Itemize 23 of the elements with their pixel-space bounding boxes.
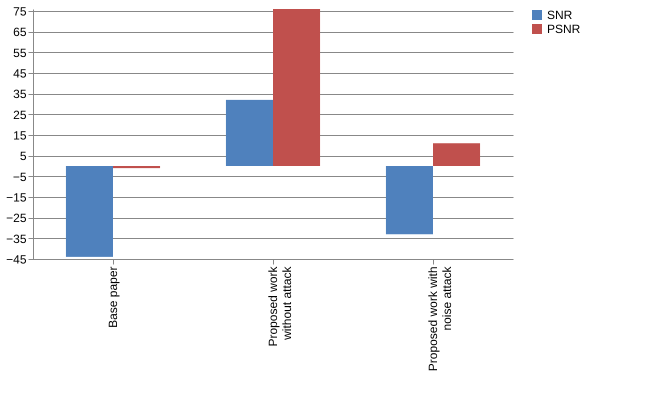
bar bbox=[226, 100, 273, 166]
y-tick-label: −35 bbox=[6, 232, 27, 246]
x-tick-label: Proposed work without attack bbox=[266, 266, 294, 347]
bar bbox=[66, 166, 113, 257]
legend-label: PSNR bbox=[547, 22, 581, 36]
y-tick-label: −45 bbox=[6, 252, 27, 266]
x-tick-label: Proposed work with noise attack bbox=[426, 266, 454, 372]
y-tick-label: 45 bbox=[13, 66, 27, 81]
y-tick-label: 15 bbox=[13, 128, 27, 143]
bar bbox=[386, 166, 433, 234]
y-tick-label: 55 bbox=[13, 46, 27, 60]
bar bbox=[433, 143, 480, 166]
y-tick-label: −15 bbox=[6, 190, 27, 205]
y-tick-label: 75 bbox=[13, 4, 27, 19]
y-tick-label: 5 bbox=[20, 149, 27, 164]
y-tick-label: 65 bbox=[13, 25, 27, 40]
bar bbox=[273, 9, 320, 166]
legend-label: SNR bbox=[547, 8, 573, 22]
y-tick-label: −25 bbox=[6, 211, 27, 226]
y-tick-label: 25 bbox=[13, 108, 27, 122]
y-tick-label: −5 bbox=[12, 170, 27, 184]
x-tick-label: Base paper bbox=[106, 266, 120, 328]
y-tick-label: 35 bbox=[13, 87, 27, 102]
